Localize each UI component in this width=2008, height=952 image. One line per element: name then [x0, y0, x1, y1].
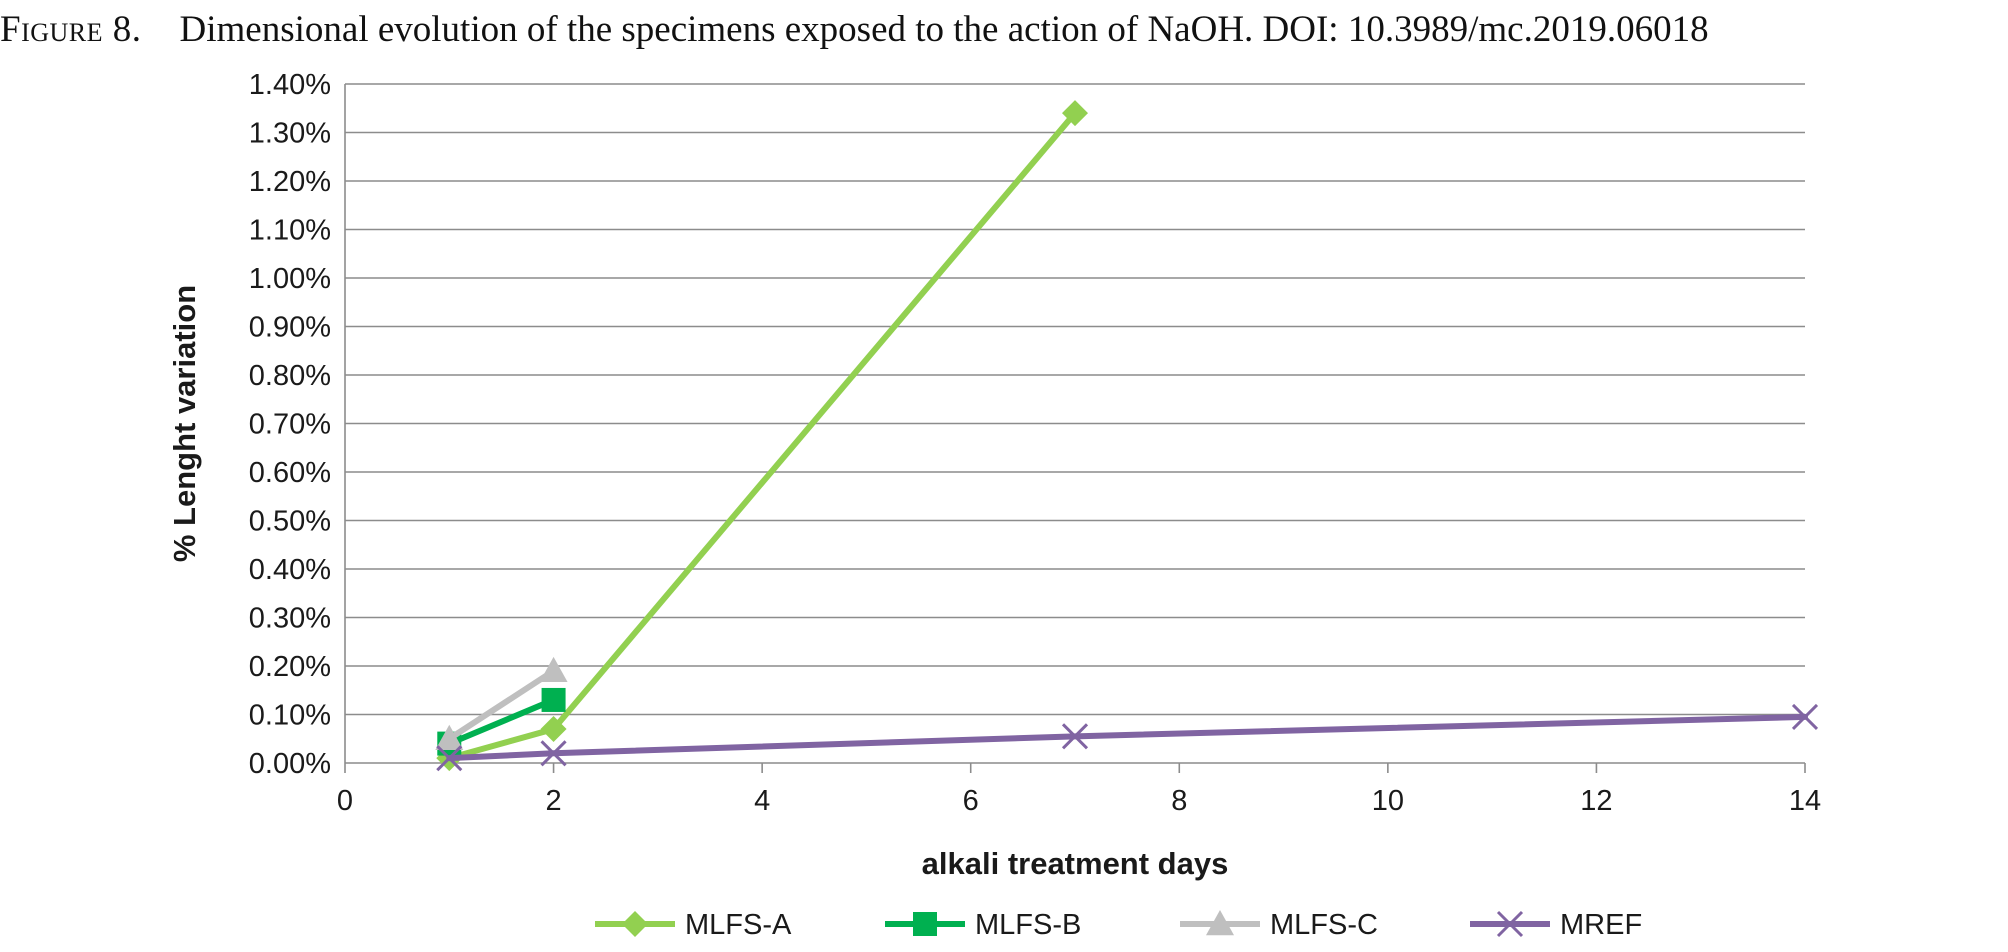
y-tick-label: 1.00%: [249, 263, 331, 295]
legend-swatch-marker: [913, 912, 937, 936]
y-tick-label: 1.20%: [249, 166, 331, 198]
y-tick-label: 0.10%: [249, 700, 331, 732]
data-point-mlfs-a: [1062, 100, 1088, 127]
x-axis-title: alkali treatment days: [922, 846, 1229, 881]
legend-swatch-marker: [1206, 910, 1234, 936]
x-tick-label: 14: [1789, 785, 1821, 817]
y-tick-label: 0.80%: [249, 360, 331, 392]
y-tick-label: 0.50%: [249, 506, 331, 538]
legend-label: MLFS-C: [1270, 909, 1378, 941]
legend-label: MREF: [1560, 909, 1642, 941]
y-tick-label: 0.70%: [249, 409, 331, 441]
data-point-mlfs-c: [435, 724, 464, 750]
y-tick-label: 0.60%: [249, 457, 331, 489]
legend-label: MLFS-B: [975, 909, 1081, 941]
y-axis-title: % Lenght variation: [167, 285, 202, 562]
data-point-mref: [436, 745, 463, 772]
x-tick-label: 10: [1372, 785, 1404, 817]
legend-item-mlfs-a: MLFS-A: [595, 909, 792, 941]
data-point-mref: [1061, 723, 1089, 750]
y-tick-label: 0.20%: [249, 651, 331, 683]
figure-caption: Figure 8. Dimensional evolution of the sp…: [0, 0, 2008, 60]
marker-x-stroke: [1061, 723, 1089, 750]
y-tick-label: 0.00%: [249, 748, 331, 780]
series-line-mref: [446, 713, 1808, 762]
y-tick-label: 1.40%: [249, 69, 331, 101]
figure-label: Figure 8.: [0, 9, 142, 50]
y-tick-label: 0.90%: [249, 312, 331, 344]
marker-x-stroke: [1791, 703, 1819, 730]
y-tick-label: 0.30%: [249, 603, 331, 635]
legend-swatch-marker: [1496, 910, 1524, 938]
legend-swatch-marker: [622, 911, 648, 937]
data-point-mlfs-c: [539, 656, 568, 683]
legend-item-mlfs-c: MLFS-C: [1180, 909, 1378, 941]
y-tick-label: 0.40%: [249, 554, 331, 586]
y-tick-label: 1.10%: [249, 215, 331, 247]
data-point-mref: [1791, 703, 1819, 730]
legend-label: MLFS-A: [685, 909, 792, 941]
marker-x-stroke: [436, 745, 463, 772]
x-tick-label: 8: [1171, 785, 1187, 817]
y-tick-label: 1.30%: [249, 118, 331, 150]
x-tick-label: 2: [546, 785, 562, 817]
series-lines: [435, 100, 1819, 772]
x-tick-label: 6: [963, 785, 979, 817]
x-tick-label: 0: [337, 785, 353, 817]
legend: MLFS-A MLFS-B MLFS-C MREF: [595, 909, 1642, 941]
data-point-mlfs-a: [540, 716, 567, 743]
x-tick-label: 12: [1580, 785, 1612, 817]
x-tick-label: 4: [754, 785, 770, 817]
gridlines: [345, 83, 1805, 764]
series-line-mlfs-a: [446, 110, 1078, 762]
legend-item-mref: MREF: [1470, 909, 1642, 941]
marker-x-stroke: [540, 740, 567, 767]
marker-x-stroke: [1496, 910, 1524, 938]
figure-caption-text: Dimensional evolution of the specimens e…: [179, 9, 1709, 50]
series-line-mlfs-c: [446, 667, 557, 742]
data-point-mlfs-b: [541, 687, 566, 712]
axes: 0.00% 0.10% 0.20% 0.30% 0.40% 0.50% 0.60% 0.70%…: [167, 69, 1821, 881]
data-point-mref: [540, 740, 567, 767]
series-line-mlfs-b: [446, 696, 557, 747]
legend-item-mlfs-b: MLFS-B: [885, 909, 1081, 941]
